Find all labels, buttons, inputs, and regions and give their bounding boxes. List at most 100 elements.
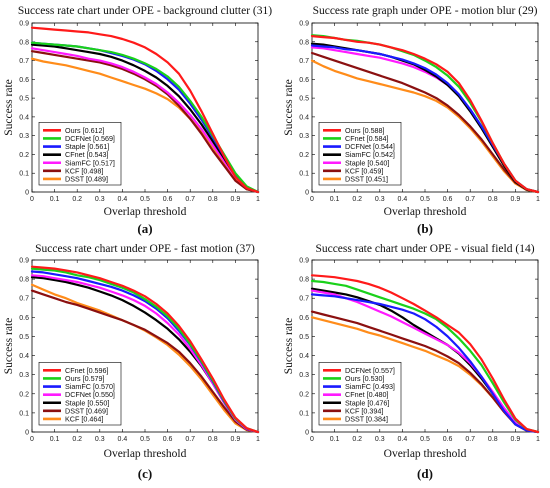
series-line-1 (310, 34, 540, 194)
x-tick-label: 0.5 (420, 196, 430, 203)
x-tick-label: 0.5 (140, 196, 150, 203)
y-tick-label: 0.1 (299, 171, 309, 178)
x-axis-label: Overlap threshold (104, 448, 187, 460)
legend-entry: CFnet [0.584] (345, 134, 389, 143)
x-tick-label: 0.3 (95, 436, 105, 443)
x-tick-label: 1 (536, 196, 540, 203)
x-tick-label: 0.4 (398, 436, 408, 443)
y-tick-label: 0.2 (299, 391, 309, 398)
x-tick-label: 0.6 (443, 196, 453, 203)
y-tick-label: 0.5 (19, 96, 29, 103)
legend-entry: DCFNet [0.569] (65, 134, 115, 143)
legend-entry: Staple [0.476] (345, 398, 389, 407)
y-tick-label: 0.6 (299, 77, 309, 84)
x-tick-label: 0.7 (465, 196, 475, 203)
legend-entry: DSST [0.489] (65, 174, 108, 183)
y-tick-label: 0.3 (299, 133, 309, 140)
x-tick-label: 1 (256, 436, 260, 443)
legend-entry: Ours [0.612] (65, 126, 105, 135)
x-tick-label: 0.6 (163, 436, 173, 443)
legend-entry: CFnet [0.596] (65, 366, 109, 375)
y-tick-label: 0.8 (19, 39, 29, 46)
legend-entry: DSST [0.469] (65, 406, 108, 415)
x-tick-label: 0.4 (118, 196, 128, 203)
x-tick-label: 0.8 (488, 196, 498, 203)
series-line-1 (310, 274, 540, 434)
chart-title: Success rate chart under OPE - backgroun… (18, 5, 272, 17)
legend-entry: SiamFC [0.542] (345, 150, 395, 159)
y-tick-label: 0.6 (299, 315, 309, 322)
y-axis-label: Success rate (283, 79, 295, 136)
legend-entry: SiamFC [0.570] (65, 382, 115, 391)
x-tick-label: 0.2 (72, 436, 82, 443)
legend-entry: Ours [0.530] (345, 374, 385, 383)
x-tick-label: 0.9 (231, 436, 241, 443)
y-tick-label: 0 (25, 430, 29, 437)
chart-panel-2: Success rate graph under OPE - motion bl… (283, 5, 540, 236)
chart-title: Success rate chart under OPE - visual fi… (315, 243, 534, 255)
panel-label: (a) (137, 221, 152, 236)
legend-box (38, 361, 122, 426)
x-tick-label: 0.5 (140, 436, 150, 443)
x-tick-label: 0.7 (465, 436, 475, 443)
chart-title: Success rate chart under OPE - fast moti… (35, 243, 255, 255)
y-tick-label: 0.3 (19, 133, 29, 140)
y-tick-label: 0.7 (19, 296, 29, 303)
legend: CFnet [0.596]Ours [0.579]SiamFC [0.570]D… (38, 361, 122, 426)
legend-entry: Staple [0.550] (65, 398, 109, 407)
x-tick-label: 0.4 (118, 436, 128, 443)
y-tick-label: 0.1 (19, 410, 29, 417)
x-tick-label: 0 (30, 196, 34, 203)
y-tick-label: 0.8 (299, 39, 309, 46)
legend-entry: Ours [0.588] (345, 126, 385, 135)
x-tick-label: 0.8 (208, 436, 218, 443)
series-line-1 (30, 265, 260, 434)
y-tick-label: 0.9 (19, 258, 29, 265)
y-tick-label: 0.2 (299, 152, 309, 159)
y-tick-label: 0.4 (299, 353, 309, 360)
y-axis-label: Success rate (283, 318, 295, 375)
series-line-4 (30, 43, 260, 194)
y-tick-label: 0.8 (299, 277, 309, 284)
series-line-6 (30, 289, 260, 434)
panel-label: (d) (417, 466, 433, 481)
x-tick-label: 0.8 (488, 436, 498, 443)
y-axis-label: Success rate (3, 79, 15, 136)
legend-entry: DSST [0.451] (345, 174, 388, 183)
legend-entry: CFnet [0.543] (65, 150, 109, 159)
legend-entry: KCF [0.394] (345, 406, 383, 415)
y-tick-label: 0.9 (299, 258, 309, 265)
x-tick-label: 0.2 (352, 196, 362, 203)
x-tick-label: 0.9 (231, 196, 241, 203)
legend-entry: KCF [0.459] (345, 166, 383, 175)
legend-entry: Staple [0.561] (65, 142, 109, 151)
y-tick-label: 0 (25, 190, 29, 197)
panel-label: (c) (138, 466, 152, 481)
legend-entry: KCF [0.464] (65, 414, 103, 423)
x-tick-label: 0.7 (185, 436, 195, 443)
x-axis-label: Overlap threshold (384, 448, 467, 460)
y-tick-label: 0.9 (299, 21, 309, 28)
y-tick-label: 0 (305, 430, 309, 437)
legend-entry: KCF [0.498] (65, 166, 103, 175)
y-tick-label: 0.6 (19, 315, 29, 322)
y-tick-label: 0.5 (299, 96, 309, 103)
x-tick-label: 0.3 (375, 196, 385, 203)
y-tick-label: 0.6 (19, 77, 29, 84)
x-axis-label: Overlap threshold (104, 206, 187, 218)
legend: DCFNet [0.557]Ours [0.530]SiamFC [0.493]… (318, 361, 402, 426)
x-tick-label: 0.9 (511, 436, 521, 443)
y-tick-label: 0 (305, 190, 309, 197)
chart-panel-1: Success rate chart under OPE - backgroun… (3, 5, 272, 236)
series-line-3 (310, 293, 540, 434)
x-tick-label: 0.9 (511, 196, 521, 203)
legend: Ours [0.612]DCFNet [0.569]Staple [0.561]… (38, 122, 122, 186)
y-tick-label: 0.2 (19, 391, 29, 398)
y-tick-label: 0.8 (19, 277, 29, 284)
series-line-6 (310, 51, 540, 194)
x-tick-label: 0 (310, 436, 314, 443)
y-tick-label: 0.5 (299, 334, 309, 341)
x-tick-label: 0.2 (72, 196, 82, 203)
x-tick-label: 0.3 (375, 436, 385, 443)
legend-entry: CFnet [0.480] (345, 390, 389, 399)
